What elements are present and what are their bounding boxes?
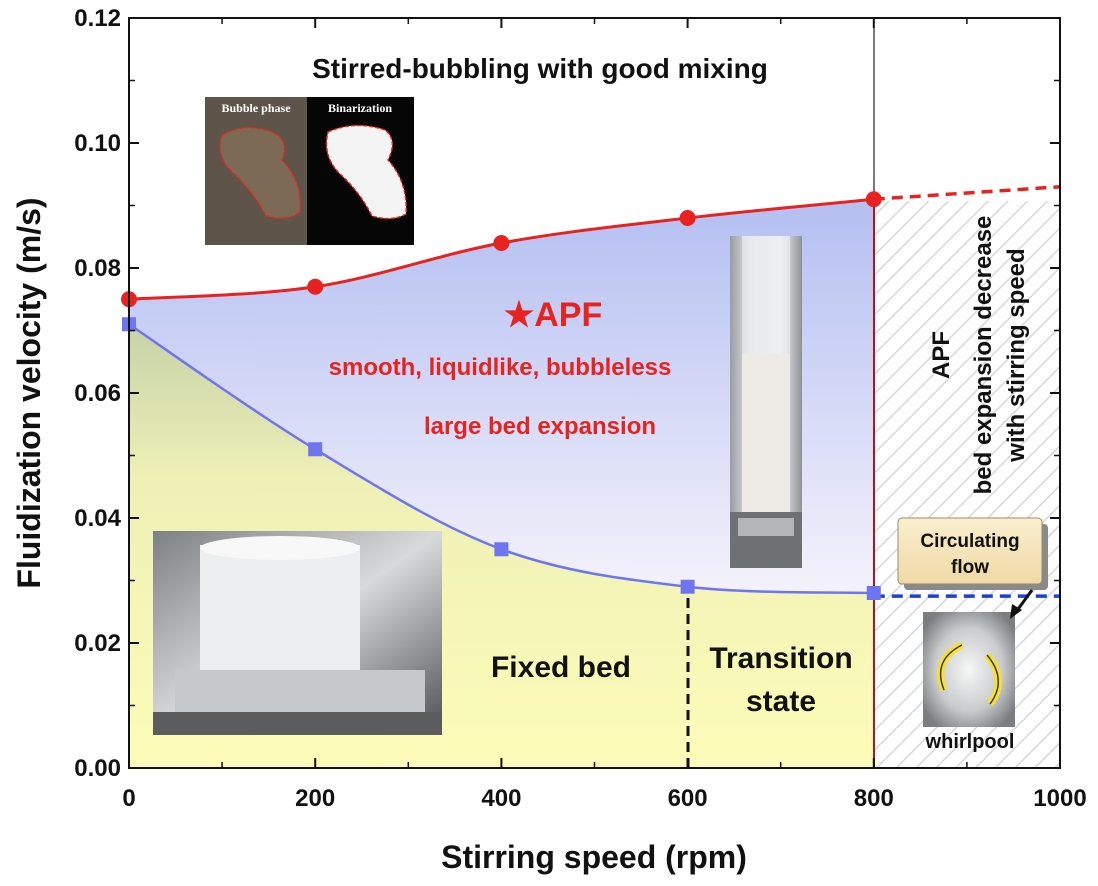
transition-label-1: Transition [709, 642, 852, 675]
whirlpool-label: whirlpool [925, 731, 1015, 753]
x-tick-label: 0 [122, 785, 135, 812]
top-region-label: Stirred-bubbling with good mixing [312, 53, 768, 84]
fixed-bed-photo [153, 531, 442, 735]
upper-series-point [679, 210, 696, 226]
apf-description-1: smooth, liquidlike, bubbleless [329, 354, 672, 381]
apf-region [129, 199, 874, 593]
callout-line2: flow [951, 557, 989, 578]
y-tick-label: 0.10 [74, 130, 121, 157]
lower-series-point [494, 542, 509, 557]
apf-description-2: large bed expansion [424, 413, 656, 440]
circulating-flow-callout: Circulating flow [897, 517, 1048, 619]
y-axis-label: Fluidization velocity (m/s) [11, 197, 47, 588]
x-tick-label: 1000 [1033, 785, 1086, 812]
upper-series-point [307, 278, 324, 295]
binarization-blob [325, 124, 407, 220]
x-tick-label: 600 [668, 785, 708, 812]
x-tick-label: 800 [854, 785, 894, 812]
y-tick-label: 0.08 [74, 255, 121, 282]
column-photo-tall [730, 236, 802, 568]
y-tick-label: 0.00 [74, 755, 121, 782]
y-tick-label: 0.02 [74, 630, 121, 657]
x-axis-label: Stirring speed (rpm) [441, 839, 747, 875]
right-description-1: bed expansion decrease [970, 216, 997, 495]
right-description-2: with stirring speed [1003, 248, 1030, 462]
upper-series-point [865, 191, 882, 208]
inset-bubble-images: Bubble phase Binarization [205, 97, 414, 245]
inset-binarization-label: Binarization [328, 101, 392, 115]
y-tick-label: 0.06 [74, 380, 121, 407]
transition-label-2: state [746, 685, 816, 718]
callout-line1: Circulating [920, 531, 1019, 552]
x-tick-label: 400 [481, 785, 521, 812]
y-tick-label: 0.12 [74, 5, 121, 32]
bubble-phase-outline [219, 126, 302, 219]
callout-arrowhead-icon [1010, 604, 1022, 619]
lower-series-point [680, 579, 695, 594]
upper-extrapolation-dashed [873, 185, 1061, 201]
y-tick-label: 0.04 [74, 505, 121, 532]
x-tick-label: 200 [295, 785, 335, 812]
lower-series-point [308, 442, 323, 457]
apf-title: ★APF [504, 296, 602, 334]
inset-bubble-phase-label: Bubble phase [221, 101, 291, 115]
whirlpool-photo [923, 612, 1015, 727]
fixed-bed-label: Fixed bed [491, 651, 631, 684]
right-apf-label: APF [928, 331, 955, 379]
upper-series-point [493, 235, 510, 251]
lower-series-point [866, 586, 881, 600]
